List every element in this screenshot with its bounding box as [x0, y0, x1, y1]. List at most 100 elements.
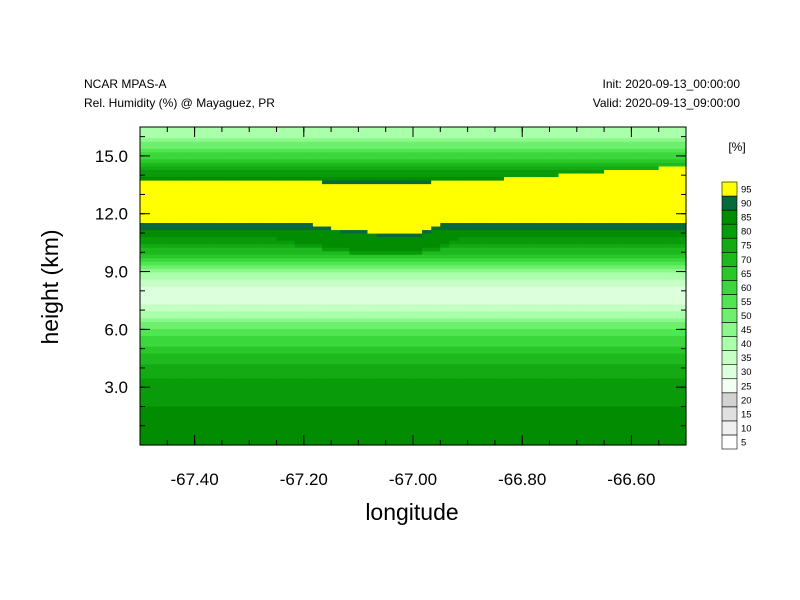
- rh-cell: [231, 402, 241, 407]
- rh-cell: [158, 384, 168, 390]
- rh-cell: [194, 324, 205, 329]
- rh-cell: [331, 303, 341, 308]
- rh-cell: [258, 236, 268, 241]
- rh-cell: [540, 197, 551, 202]
- rh-cell: [622, 331, 632, 337]
- rh-cell: [267, 271, 278, 276]
- rh-cell: [504, 180, 514, 185]
- rh-cell: [249, 236, 259, 241]
- rh-cell: [513, 339, 523, 344]
- rh-cell: [349, 406, 359, 411]
- rh-cell: [331, 222, 341, 227]
- rh-cell: [567, 324, 578, 329]
- rh-cell: [413, 296, 423, 301]
- rh-cell: [349, 194, 359, 199]
- rh-cell: [367, 254, 378, 259]
- rh-cell: [604, 384, 614, 390]
- rh-cell: [185, 169, 196, 174]
- rh-cell: [467, 296, 478, 301]
- rh-cell: [221, 134, 232, 139]
- rh-cell: [285, 335, 296, 340]
- rh-cell: [549, 278, 560, 284]
- rh-cell: [440, 208, 450, 213]
- rh-cell: [303, 377, 314, 382]
- rh-cell: [203, 286, 214, 291]
- rh-cell: [240, 427, 250, 432]
- rh-cell: [322, 324, 332, 329]
- rh-cell: [367, 233, 378, 238]
- rh-cell: [285, 395, 296, 400]
- rh-cell: [540, 420, 551, 425]
- rh-cell: [476, 222, 487, 227]
- rh-cell: [494, 180, 505, 185]
- rh-cell: [340, 158, 350, 163]
- rh-cell: [303, 268, 314, 273]
- rh-cell: [504, 190, 514, 195]
- rh-cell: [240, 377, 250, 382]
- rh-cell: [467, 254, 478, 259]
- rh-cell: [622, 437, 632, 443]
- rh-cell: [240, 211, 250, 216]
- rh-cell: [540, 416, 551, 421]
- rh-cell: [585, 204, 596, 209]
- rh-cell: [212, 208, 223, 213]
- rh-cell: [485, 353, 496, 358]
- rh-cell: [522, 215, 532, 220]
- rh-cell: [394, 395, 405, 400]
- rh-cell: [522, 324, 532, 329]
- rh-cell: [467, 314, 478, 319]
- rh-cell: [176, 180, 187, 185]
- rh-cell: [331, 346, 341, 351]
- rh-cell: [422, 155, 432, 160]
- rh-cell: [267, 151, 278, 156]
- rh-cell: [340, 384, 350, 390]
- rh-cell: [294, 197, 305, 202]
- rh-cell: [240, 399, 250, 404]
- rh-cell: [312, 427, 323, 432]
- rh-cell: [476, 321, 487, 326]
- rh-cell: [604, 250, 614, 255]
- rh-cell: [303, 233, 314, 238]
- rh-cell: [558, 427, 569, 432]
- rh-cell: [294, 363, 305, 368]
- rh-cell: [331, 300, 341, 305]
- rh-cell: [212, 197, 223, 202]
- rh-cell: [595, 225, 605, 231]
- rh-cell: [422, 137, 432, 142]
- rh-cell: [231, 346, 241, 351]
- rh-cell: [340, 183, 350, 188]
- rh-cell: [585, 271, 596, 276]
- rh-cell: [276, 406, 287, 411]
- rh-cell: [158, 211, 168, 216]
- rh-cell: [258, 197, 268, 202]
- rh-cell: [595, 296, 605, 301]
- rh-cell: [604, 331, 614, 337]
- rh-cell: [212, 286, 223, 291]
- rh-cell: [176, 406, 187, 411]
- rh-cell: [576, 441, 587, 446]
- rh-cell: [631, 370, 642, 375]
- rh-cell: [294, 384, 305, 390]
- rh-cell: [176, 416, 187, 421]
- rh-cell: [231, 356, 241, 361]
- rh-cell: [403, 243, 414, 248]
- rh-cell: [413, 346, 423, 351]
- rh-cell: [349, 127, 359, 132]
- rh-cell: [294, 158, 305, 163]
- rh-cell: [576, 420, 587, 425]
- rh-cell: [531, 204, 541, 209]
- rh-cell: [513, 395, 523, 400]
- rh-cell: [422, 275, 432, 280]
- rh-cell: [440, 236, 450, 241]
- rh-cell: [221, 218, 232, 223]
- rh-cell: [376, 155, 387, 160]
- rh-cell: [449, 314, 460, 319]
- rh-cell: [385, 346, 396, 351]
- rh-cell: [349, 353, 359, 358]
- rh-cell: [358, 268, 369, 273]
- rh-cell: [458, 148, 469, 153]
- rh-cell: [303, 289, 314, 294]
- rh-cell: [440, 314, 450, 319]
- rh-cell: [140, 413, 150, 418]
- rh-cell: [567, 423, 578, 428]
